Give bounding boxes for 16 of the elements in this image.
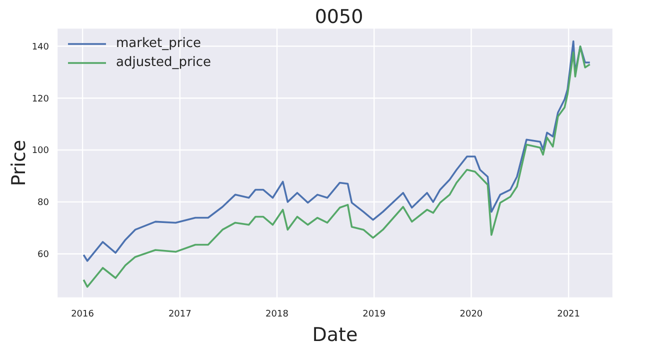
legend-label: market_price bbox=[116, 36, 201, 51]
x-tick-label: 2016 bbox=[71, 309, 94, 320]
x-tick-label: 2018 bbox=[266, 309, 289, 320]
y-tick-label: 100 bbox=[32, 146, 50, 156]
x-tick-label: 2020 bbox=[460, 309, 483, 320]
x-tick-label: 2019 bbox=[362, 309, 386, 320]
y-axis-title: Price bbox=[8, 140, 30, 186]
x-axis-title: Date bbox=[312, 324, 358, 346]
y-tick-label: 140 bbox=[32, 42, 50, 52]
chart-title: 0050 bbox=[314, 6, 364, 28]
legend-label: adjusted_price bbox=[116, 55, 212, 70]
y-tick-label: 80 bbox=[38, 198, 50, 208]
x-tick-label: 2021 bbox=[557, 309, 580, 320]
x-tick-label: 2017 bbox=[168, 309, 192, 320]
y-tick-label: 120 bbox=[32, 94, 50, 104]
y-tick-label: 60 bbox=[38, 250, 50, 260]
